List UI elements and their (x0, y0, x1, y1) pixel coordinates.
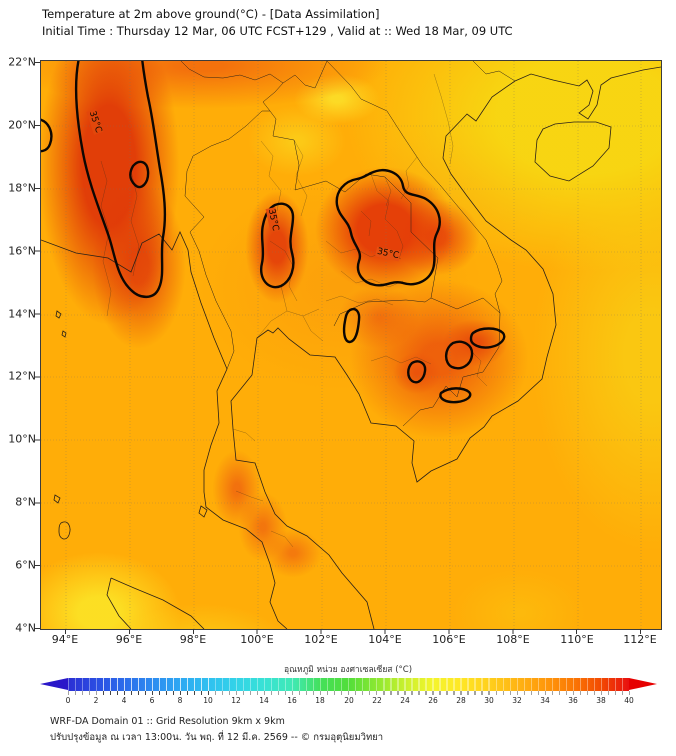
lon-tick-label: 106°E (432, 633, 466, 646)
sumatra-coast (106, 577, 205, 629)
lon-tick-label: 110°E (560, 633, 594, 646)
temperature-shading (41, 61, 661, 629)
colorbar-left-arrow (40, 678, 68, 690)
cb-tick-label: 16 (287, 696, 297, 705)
lat-tick-label: 12°N (8, 369, 36, 383)
cb-tick-label: 22 (372, 696, 382, 705)
cb-tick-label: 36 (568, 696, 578, 705)
colorbar-gradient (68, 678, 629, 691)
cb-tick-label: 18 (315, 696, 325, 705)
coastlines (41, 66, 661, 629)
lat-tick-label: 14°N (8, 307, 36, 321)
temperature-contours-35c (41, 61, 506, 404)
cb-tick-label: 10 (203, 696, 213, 705)
cb-tick-label: 24 (400, 696, 410, 705)
map-canvas (40, 60, 662, 630)
cb-tick-label: 40 (624, 696, 634, 705)
lon-tick-label: 108°E (496, 633, 530, 646)
footer-domain-info: WRF-DA Domain 01 :: Grid Resolution 9km … (50, 716, 285, 727)
lon-tick-label: 104°E (368, 633, 402, 646)
lat-tick-label: 10°N (8, 432, 36, 446)
cb-tick-label: 28 (456, 696, 466, 705)
cb-tick-label: 2 (93, 696, 99, 705)
lon-tick-label: 94°E (51, 633, 79, 646)
lat-tick-label: 22°N (8, 55, 36, 69)
lon-tick-label: 98°E (179, 633, 207, 646)
grid-lines (41, 61, 661, 629)
cb-tick-label: 6 (149, 696, 155, 705)
figure-subtitle: Initial Time : Thursday 12 Mar, 06 UTC F… (42, 24, 513, 38)
lon-tick-label: 102°E (304, 633, 338, 646)
hainan-island (534, 121, 612, 182)
footer-update-info: ปรับปรุงข้อมูล ณ เวลา 13:00น. วัน พฤ. ที… (50, 732, 384, 743)
cb-tick-label: 38 (596, 696, 606, 705)
lat-tick-label: 8°N (15, 495, 36, 509)
cb-tick-label: 8 (177, 696, 183, 705)
cb-tick-label: 12 (231, 696, 241, 705)
longitude-axis-ticks (64, 629, 642, 634)
lon-tick-label: 96°E (115, 633, 143, 646)
latitude-axis-ticks (35, 61, 40, 629)
small-islands (53, 310, 208, 540)
cb-tick-label: 32 (512, 696, 522, 705)
colorbar-ticks (67, 691, 630, 695)
lon-tick-label: 100°E (240, 633, 274, 646)
map-vector-layer (41, 61, 661, 629)
province-borders (100, 73, 488, 548)
figure-title: Temperature at 2m above ground(°C) - [Da… (42, 7, 380, 21)
colorbar-right-arrow (629, 678, 657, 690)
cb-tick-label: 30 (484, 696, 494, 705)
lat-tick-label: 6°N (15, 558, 36, 572)
lat-tick-label: 16°N (8, 244, 36, 258)
cb-tick-label: 0 (65, 696, 71, 705)
cb-tick-label: 26 (428, 696, 438, 705)
cb-tick-label: 14 (259, 696, 269, 705)
country-borders (180, 61, 516, 427)
cb-tick-label: 20 (344, 696, 354, 705)
lat-tick-label: 18°N (8, 181, 36, 195)
colorbar-title: อุณหภูมิ หน่วย องศาเซลเซียส (°C) (283, 665, 413, 675)
cb-tick-label: 34 (540, 696, 550, 705)
lon-tick-label: 112°E (623, 633, 657, 646)
lat-tick-label: 4°N (15, 621, 36, 635)
cb-tick-label: 4 (121, 696, 127, 705)
lat-tick-label: 20°N (8, 118, 36, 132)
